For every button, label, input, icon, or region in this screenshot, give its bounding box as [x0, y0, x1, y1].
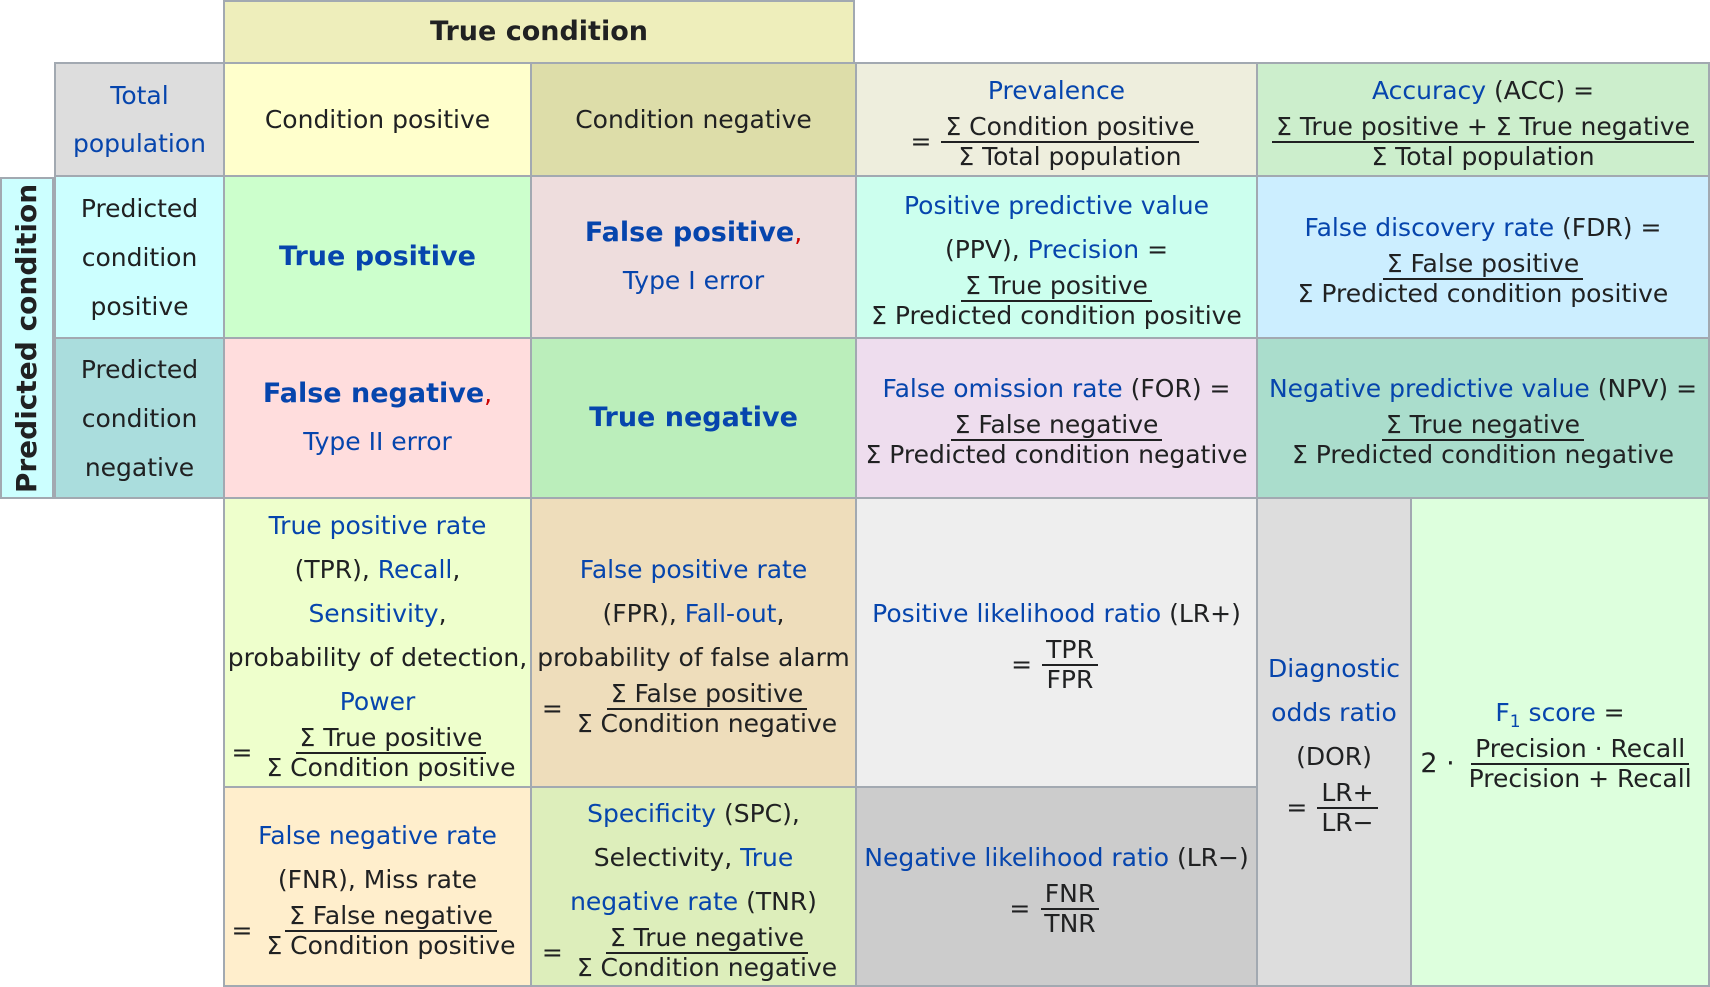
accuracy-link[interactable]: Accuracy	[1371, 75, 1487, 105]
lr-negative-link[interactable]: Negative likelihood ratio	[864, 842, 1170, 872]
dor-link[interactable]: Diagnostic odds ratio	[1267, 654, 1401, 727]
fdr-fraction: Σ False positive Σ Predicted condition p…	[1297, 249, 1669, 308]
fdr-link[interactable]: False discovery rate	[1304, 213, 1555, 242]
spc-fraction: Σ True negative Σ Condition negative	[576, 922, 838, 982]
false-positive-cell: False positive, Type I error	[530, 175, 857, 339]
true-positive-cell: True positive	[223, 175, 532, 339]
lr-positive-cell: Positive likelihood ratio (LR+) = TPR FP…	[855, 497, 1258, 788]
for-link[interactable]: False omission rate	[882, 374, 1123, 403]
true-negative-cell: True negative	[530, 337, 857, 499]
lr-negative-fraction: FNR TNR	[1040, 879, 1100, 938]
predicted-positive-header: Predicted condition positive	[54, 175, 225, 339]
predicted-condition-header: Predicted condition	[0, 177, 54, 499]
sensitivity-link[interactable]: Sensitivity	[308, 598, 439, 628]
fnr-link[interactable]: False negative rate	[258, 820, 497, 850]
true-condition-label: True condition	[430, 16, 648, 47]
total-population-link[interactable]: Total population	[72, 80, 207, 158]
prevalence-fraction: Σ Condition positive Σ Total population	[941, 112, 1199, 171]
dor-cell: Diagnostic odds ratio (DOR) = LR+ LR−	[1256, 497, 1412, 987]
for-cell: False omission rate (FOR) = Σ False nega…	[855, 337, 1258, 499]
prevalence-cell: Prevalence = Σ Condition positive Σ Tota…	[855, 62, 1258, 177]
specificity-cell: Specificity (SPC), Selectivity, True neg…	[530, 786, 857, 987]
fnr-fraction: Σ False negative Σ Condition positive	[266, 900, 516, 960]
specificity-link[interactable]: Specificity	[587, 798, 717, 828]
ppv-fraction: Σ True positive Σ Predicted condition po…	[871, 271, 1242, 330]
type-i-error-link[interactable]: Type I error	[622, 266, 765, 295]
tnr-link-part2[interactable]: negative rate	[570, 886, 739, 916]
accuracy-cell: Accuracy (ACC) = Σ True positive + Σ Tru…	[1256, 62, 1710, 177]
power-link[interactable]: Power	[339, 686, 416, 716]
npv-cell: Negative predictive value (NPV) = Σ True…	[1256, 337, 1710, 499]
condition-positive-label: Condition positive	[264, 104, 491, 134]
npv-link[interactable]: Negative predictive value	[1268, 374, 1590, 403]
fall-out-link[interactable]: Fall-out	[684, 598, 777, 628]
type-ii-error-link[interactable]: Type II error	[303, 427, 452, 456]
false-negative-link[interactable]: False negative	[262, 378, 485, 409]
condition-negative-label: Condition negative	[575, 104, 812, 134]
fnr-cell: False negative rate (FNR), Miss rate = Σ…	[223, 786, 532, 987]
false-positive-link[interactable]: False positive	[584, 217, 795, 248]
fpr-fraction: Σ False positive Σ Condition negative	[576, 678, 838, 738]
condition-negative-header: Condition negative	[530, 62, 857, 177]
lr-negative-cell: Negative likelihood ratio (LR−) = FNR TN…	[855, 786, 1258, 987]
f1-fraction: Precision · Recall Precision + Recall	[1468, 734, 1692, 793]
accuracy-fraction: Σ True positive + Σ True negative Σ Tota…	[1272, 112, 1694, 171]
ppv-cell: Positive predictive value (PPV), Precisi…	[855, 175, 1258, 339]
precision-link[interactable]: Precision	[1027, 235, 1140, 264]
fpr-link[interactable]: False positive rate	[579, 554, 808, 584]
lr-positive-link[interactable]: Positive likelihood ratio	[872, 598, 1162, 628]
f1-score-cell: F1 score = 2 · Precision · Recall Precis…	[1410, 497, 1710, 987]
npv-fraction: Σ True negative Σ Predicted condition ne…	[1292, 410, 1674, 469]
predicted-negative-header: Predicted condition negative	[54, 337, 225, 499]
f1-score-link[interactable]: F1 score	[1495, 698, 1596, 732]
tpr-link[interactable]: True positive rate	[268, 510, 487, 540]
ppv-link[interactable]: Positive predictive value	[903, 191, 1210, 220]
true-positive-link[interactable]: True positive	[279, 241, 476, 272]
fdr-cell: False discovery rate (FDR) = Σ False pos…	[1256, 175, 1710, 339]
dor-fraction: LR+ LR−	[1317, 779, 1378, 837]
prevalence-link[interactable]: Prevalence	[987, 75, 1126, 105]
recall-link[interactable]: Recall	[377, 554, 453, 584]
predicted-condition-label: Predicted condition	[10, 183, 44, 493]
lr-positive-fraction: TPR FPR	[1042, 635, 1098, 694]
false-negative-cell: False negative, Type II error	[223, 337, 532, 499]
condition-positive-header: Condition positive	[223, 62, 532, 177]
for-fraction: Σ False negative Σ Predicted condition n…	[865, 410, 1248, 469]
tpr-fraction: Σ True positive Σ Condition positive	[266, 722, 516, 782]
total-population-cell: Total population	[54, 62, 225, 177]
tnr-link-part1[interactable]: True	[740, 842, 794, 872]
true-condition-header: True condition	[223, 0, 855, 64]
true-negative-link[interactable]: True negative	[589, 402, 798, 433]
tpr-cell: True positive rate (TPR), Recall, Sensit…	[223, 497, 532, 788]
fpr-cell: False positive rate (FPR), Fall-out, pro…	[530, 497, 857, 788]
